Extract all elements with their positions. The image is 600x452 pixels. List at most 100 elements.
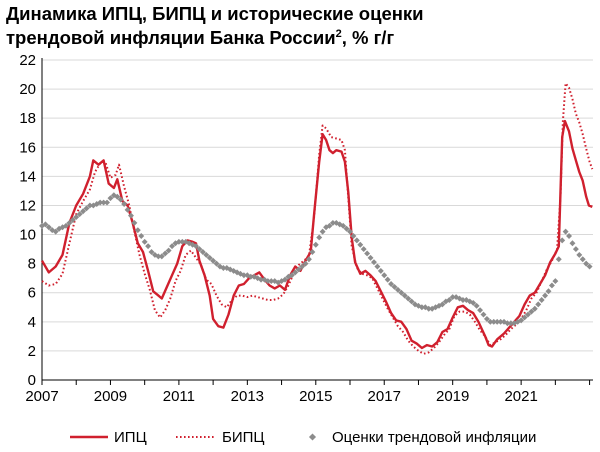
- trend-inflation-point: [538, 297, 545, 303]
- trend-inflation-point: [579, 256, 586, 263]
- trend-inflation-point: [490, 318, 497, 325]
- trend-inflation-point: [240, 272, 247, 279]
- x-tick-label: 2015: [299, 388, 332, 405]
- y-tick-label: 18: [19, 110, 36, 127]
- trend-inflation-point: [312, 241, 319, 248]
- chart-title-line2-text: трендовой инфляции Банка России: [6, 27, 336, 48]
- legend-label-cpi: ИПЦ: [114, 428, 147, 446]
- trend-inflation-point: [555, 256, 562, 263]
- trend-inflation-point: [134, 227, 141, 234]
- x-tick-label: 2013: [231, 388, 264, 405]
- core-cpi-line: [41, 82, 594, 355]
- trend-inflation-point: [316, 234, 323, 241]
- trend-inflation-point: [367, 254, 374, 261]
- trend-inflation-point: [343, 225, 350, 232]
- grid-layer: [42, 59, 593, 352]
- trend-inflation-point: [398, 289, 405, 296]
- line-chart: 0 2 4 6 8 10 12 14 16 18 20 22 2007 2009 2011 2013 2015 2…: [19, 52, 594, 405]
- trend-inflation-point: [381, 272, 388, 279]
- trend-inflation-point: [525, 311, 531, 318]
- chart-title-line2: трендовой инфляции Банка России2, % г/г: [6, 26, 596, 50]
- trend-inflation-point: [542, 292, 549, 299]
- trend-inflation-point: [350, 233, 357, 239]
- x-tick-label: 2009: [94, 388, 127, 405]
- trend-inflation-point: [545, 288, 552, 295]
- y-tick-label: 4: [28, 314, 36, 331]
- trend-inflation-point: [586, 263, 593, 270]
- legend-item-cpi: ИПЦ: [70, 424, 147, 450]
- trend-inflation-point: [165, 247, 172, 254]
- trend-inflation-point: [418, 304, 425, 311]
- legend: ИПЦ БИПЦ Оценки трендовой инфляции: [0, 424, 600, 450]
- trend-inflation-point: [562, 228, 569, 235]
- trend-inflation-point: [583, 260, 590, 267]
- trend-inflation-point: [360, 246, 367, 253]
- trend-inflation-point: [302, 260, 309, 267]
- legend-swatch-marker: [308, 433, 317, 441]
- trend-inflation-point: [199, 249, 206, 255]
- trend-inflation-point: [391, 283, 398, 290]
- chart-title-line1: Динамика ИПЦ, БИПЦ и исторические оценки: [6, 3, 424, 24]
- trend-inflation-point: [566, 233, 573, 239]
- trend-inflation-point: [377, 267, 384, 274]
- trend-inflation-point: [305, 256, 312, 263]
- trend-inflation-point: [446, 297, 453, 303]
- trend-inflation-point: [347, 228, 353, 235]
- chart-title-unit: , % г/г: [341, 27, 395, 48]
- y-tick-label: 20: [19, 81, 36, 98]
- trend-inflation-point: [179, 238, 186, 245]
- x-tick-label: 2011: [163, 388, 195, 405]
- legend-label-trend-inflation: Оценки трендовой инфляции: [332, 428, 537, 446]
- y-tick-label: 22: [19, 52, 36, 69]
- trend-inflation-point: [193, 243, 199, 250]
- trend-inflation-point: [401, 292, 408, 299]
- trend-inflation-point: [480, 311, 487, 318]
- trend-inflation-point: [148, 249, 155, 255]
- trend-inflation-point: [138, 233, 145, 239]
- trend-inflation-point: [384, 276, 391, 283]
- y-tick-label: 8: [28, 256, 36, 273]
- trend-inflation-point: [507, 320, 514, 327]
- trend-inflation-point: [552, 278, 559, 285]
- legend-label-core-cpi: БИПЦ: [222, 428, 265, 446]
- y-tick-label: 0: [28, 372, 36, 389]
- trend-inflation-point: [203, 251, 210, 258]
- y-tick-label: 10: [19, 227, 36, 244]
- trend-inflation-point: [145, 243, 152, 250]
- legend-item-trend-inflation: Оценки трендовой инфляции: [298, 424, 536, 450]
- trend-inflation-point: [405, 295, 412, 302]
- trend-inflation-point: [569, 240, 576, 247]
- trend-inflation-point: [370, 259, 377, 266]
- trend-inflation-point: [155, 253, 162, 260]
- trend-inflation-point: [408, 298, 415, 305]
- y-tick-label: 12: [19, 197, 36, 214]
- trend-inflation-point: [449, 294, 456, 301]
- trend-inflation-point: [220, 265, 227, 271]
- trend-inflation-point: [528, 308, 535, 315]
- trend-inflation-point: [353, 237, 360, 244]
- trend-inflation-point: [483, 315, 490, 322]
- trend-inflation-point: [169, 243, 176, 250]
- trend-inflation-point: [576, 251, 583, 258]
- trend-inflation-point: [162, 250, 169, 257]
- x-tick-label: 2019: [436, 388, 469, 405]
- trend-inflation-point: [374, 263, 381, 270]
- trend-inflation-point: [288, 272, 295, 279]
- trend-inflation-point: [104, 199, 110, 206]
- trend-inflation-point: [521, 314, 528, 321]
- trend-inflation-point: [487, 318, 494, 325]
- trend-inflation-point: [309, 249, 316, 255]
- chart-title-footnote: 2: [335, 27, 342, 40]
- y-tick-label: 16: [19, 139, 36, 156]
- trend-inflation-point: [213, 260, 220, 267]
- series-layer: [39, 82, 594, 355]
- trend-inflation-point: [141, 238, 148, 245]
- trend-inflation-point: [319, 228, 326, 235]
- trend-inflation-point: [388, 281, 395, 287]
- legend-swatch-dotted-line: [176, 436, 214, 438]
- y-tick-label: 6: [28, 285, 36, 302]
- trend-inflation-point: [128, 212, 134, 219]
- trend-inflation-point: [425, 305, 432, 312]
- trend-inflation-point: [364, 250, 371, 257]
- trend-inflation-point: [572, 246, 579, 253]
